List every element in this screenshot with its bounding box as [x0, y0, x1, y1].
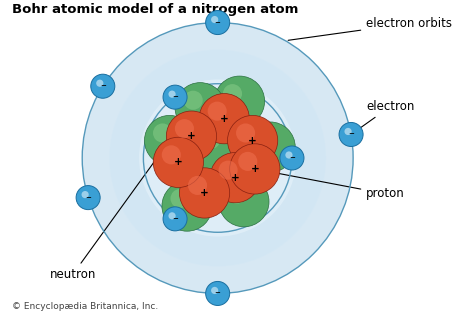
Circle shape	[228, 115, 278, 166]
Text: −: −	[172, 94, 178, 100]
Circle shape	[82, 191, 89, 198]
Circle shape	[280, 146, 304, 170]
Circle shape	[228, 185, 246, 204]
Text: +: +	[220, 114, 228, 124]
Circle shape	[285, 151, 292, 159]
Circle shape	[206, 10, 230, 34]
Circle shape	[192, 122, 243, 172]
Circle shape	[238, 152, 257, 171]
Circle shape	[236, 124, 255, 143]
Circle shape	[163, 207, 187, 231]
Text: −: −	[289, 155, 295, 161]
Text: −: −	[85, 195, 91, 201]
Text: −: −	[172, 216, 178, 222]
Circle shape	[188, 176, 207, 195]
Circle shape	[201, 130, 220, 149]
Text: +: +	[248, 136, 257, 146]
Text: electron orbits: electron orbits	[288, 17, 452, 40]
Circle shape	[339, 123, 363, 147]
Circle shape	[91, 74, 115, 98]
Circle shape	[219, 177, 269, 227]
Circle shape	[175, 119, 194, 138]
Text: +: +	[250, 164, 259, 174]
Text: Bohr atomic model of a nitrogen atom: Bohr atomic model of a nitrogen atom	[12, 3, 299, 16]
Circle shape	[166, 111, 217, 161]
Circle shape	[168, 91, 176, 98]
Text: neutron: neutron	[49, 143, 168, 281]
Circle shape	[211, 16, 218, 23]
Text: +: +	[174, 157, 182, 167]
Circle shape	[76, 185, 100, 210]
Circle shape	[254, 130, 273, 149]
Text: +: +	[187, 131, 196, 141]
Circle shape	[210, 153, 260, 203]
Circle shape	[162, 145, 181, 164]
Circle shape	[214, 76, 264, 126]
Circle shape	[96, 80, 103, 87]
Circle shape	[153, 124, 172, 143]
Text: proton: proton	[257, 169, 405, 200]
Circle shape	[109, 50, 326, 266]
Text: +: +	[231, 173, 239, 183]
Circle shape	[153, 137, 203, 187]
Circle shape	[82, 22, 353, 294]
Circle shape	[345, 128, 352, 135]
Text: +: +	[200, 188, 209, 198]
Circle shape	[206, 282, 230, 306]
Circle shape	[219, 161, 237, 180]
Circle shape	[162, 181, 212, 231]
Text: electron: electron	[353, 100, 415, 133]
Text: −: −	[215, 20, 220, 26]
Circle shape	[171, 189, 190, 208]
Circle shape	[211, 287, 218, 294]
Circle shape	[230, 144, 280, 194]
Circle shape	[223, 84, 242, 103]
Text: −: −	[348, 131, 354, 137]
Circle shape	[168, 212, 176, 219]
Text: −: −	[215, 290, 220, 296]
Circle shape	[145, 115, 195, 166]
Circle shape	[139, 79, 296, 237]
Circle shape	[208, 101, 227, 121]
Text: −: −	[100, 83, 106, 89]
Circle shape	[183, 91, 203, 110]
Circle shape	[180, 168, 230, 218]
Circle shape	[175, 82, 225, 133]
Circle shape	[199, 94, 249, 144]
Circle shape	[163, 85, 187, 109]
Text: © Encyclopædia Britannica, Inc.: © Encyclopædia Britannica, Inc.	[12, 302, 158, 311]
Circle shape	[245, 122, 295, 172]
